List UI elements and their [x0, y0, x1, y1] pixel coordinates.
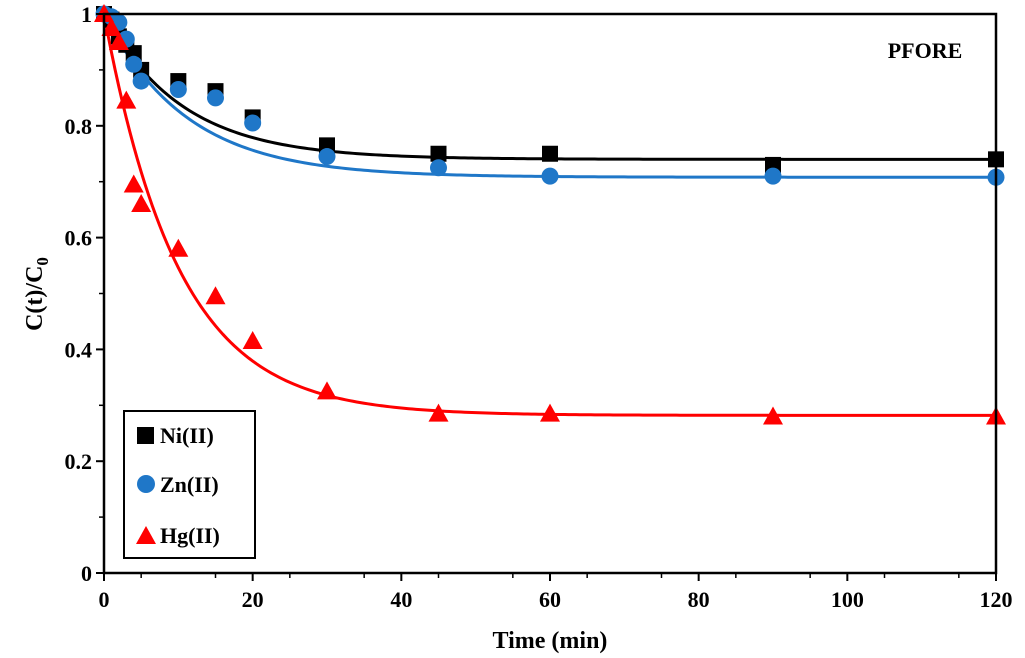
data-point-znii [430, 159, 447, 177]
y-axis-title-main: C(t)/C [22, 266, 48, 331]
y-tick-label: 0.2 [65, 449, 93, 474]
data-point-hgii [101, 17, 122, 36]
x-tick-label: 20 [242, 587, 264, 612]
data-point-znii [764, 167, 782, 185]
y-axis-title: C(t)/C0 [22, 257, 52, 331]
axis-ticks [96, 13, 997, 581]
data-point-hgii [205, 286, 226, 305]
data-point-znii [132, 72, 150, 90]
data-point-niii [430, 145, 447, 162]
y-tick-label: 1 [81, 2, 92, 27]
legend-marker-hg [136, 526, 156, 544]
legend-marker-ni [137, 427, 154, 444]
data-point-hgii [116, 90, 137, 109]
x-tick-label: 120 [980, 587, 1013, 612]
fit-curve-niii [102, 13, 996, 161]
svg-text:C(t)/C0: C(t)/C0 [22, 257, 52, 331]
data-point-znii [169, 80, 187, 98]
x-tick-label: 60 [539, 587, 561, 612]
x-tick-labels: 0 20 40 60 80 100 120 [99, 587, 1013, 612]
x-tick-label: 100 [831, 587, 864, 612]
data-point-hgii [168, 238, 189, 257]
data-point-znii [207, 89, 224, 107]
data-point-hgii [428, 403, 449, 422]
data-markers [94, 4, 1006, 425]
data-point-hgii [540, 403, 560, 422]
y-tick-label: 0.6 [65, 226, 93, 251]
legend-marker-zn [137, 475, 155, 493]
fit-curve-hgii [102, 13, 996, 417]
fit-curves [102, 13, 996, 417]
data-point-znii [244, 114, 262, 132]
data-point-niii [542, 145, 558, 162]
data-point-znii [125, 55, 143, 73]
y-tick-label: 0.4 [65, 337, 93, 362]
y-tick-label: 0.8 [65, 114, 93, 139]
data-point-znii [541, 167, 559, 185]
data-point-hgii [108, 31, 129, 50]
data-point-hgii [763, 406, 783, 425]
data-point-hgii [242, 331, 263, 350]
legend-label-zn: Zn(II) [160, 472, 219, 497]
x-tick-label: 40 [390, 587, 412, 612]
y-tick-label: 0 [81, 561, 92, 586]
x-tick-label: 0 [99, 587, 110, 612]
data-point-hgii [131, 194, 152, 213]
annotation-pfore: PFORE [888, 38, 963, 63]
y-axis-title-subscript: 0 [33, 257, 52, 266]
data-point-hgii [317, 381, 337, 400]
x-tick-label: 80 [688, 587, 710, 612]
y-tick-labels: 0 0.2 0.4 0.6 0.8 1 [65, 2, 93, 586]
x-axis-title: Time (min) [493, 628, 608, 654]
legend-label-hg: Hg(II) [160, 523, 220, 548]
legend: Ni(II) Zn(II) Hg(II) [123, 410, 256, 559]
data-point-hgii [123, 174, 144, 193]
legend-label-ni: Ni(II) [160, 423, 214, 448]
data-point-znii [318, 148, 336, 166]
